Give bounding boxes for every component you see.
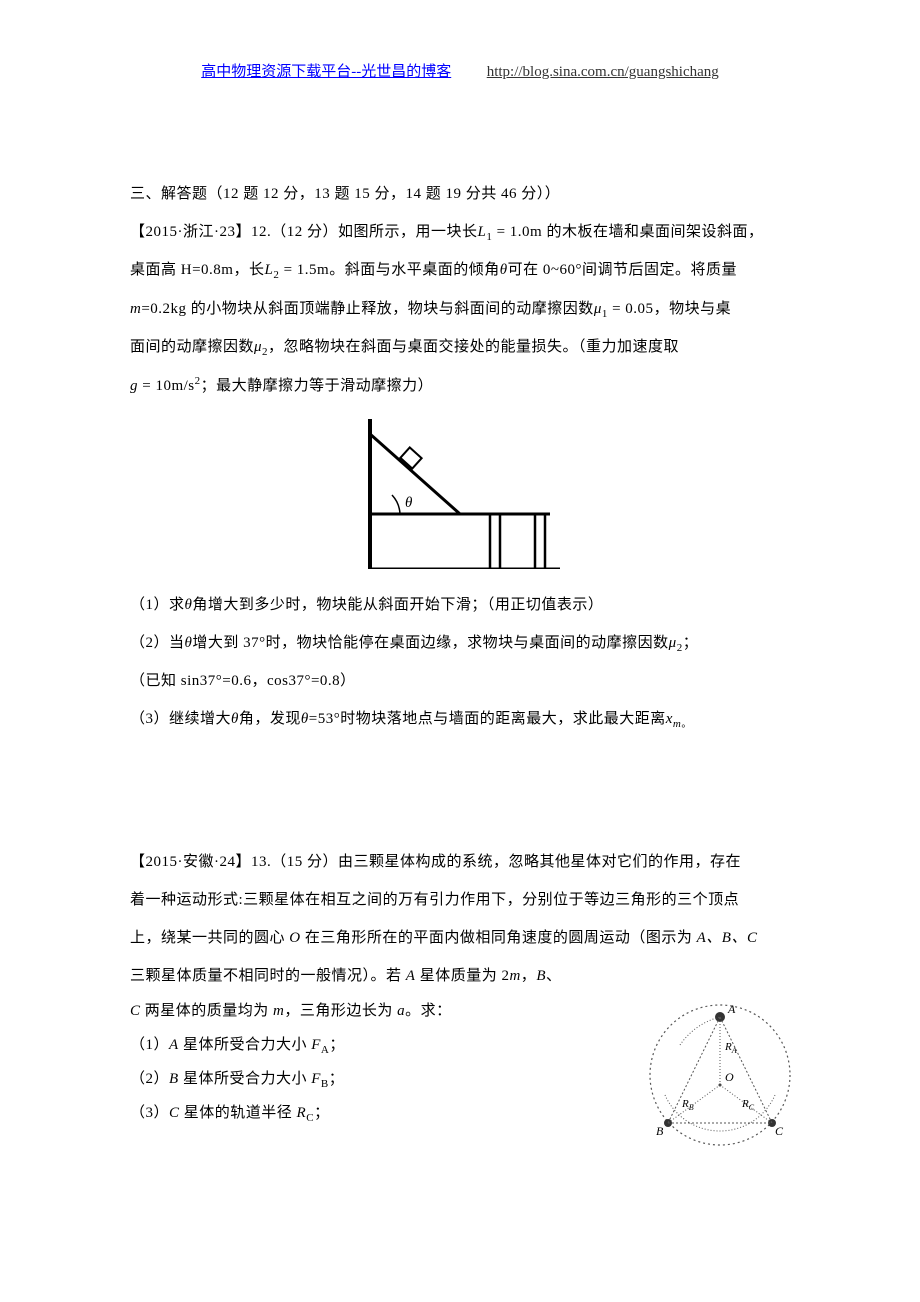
q12-line2a: 桌面高 H=0.8m，长 bbox=[130, 262, 264, 278]
q12-line4: 面间的动摩擦因数μ2，忽略物块在斜面与桌面交接处的能量损失。（重力加速度取 bbox=[130, 329, 790, 365]
section3-title: 三、解答题（12 题 12 分，13 题 15 分，14 题 19 分共 46 … bbox=[130, 176, 790, 212]
q12-line2: 桌面高 H=0.8m，长L2 = 1.5m。斜面与水平桌面的倾角θ可在 0~60… bbox=[130, 252, 790, 288]
header-blog-link[interactable]: 高中物理资源下载平台--光世昌的博客 bbox=[201, 64, 451, 80]
q12-fig-theta: θ bbox=[405, 495, 413, 511]
q12-L1-val: = 1.0m bbox=[492, 224, 542, 240]
q12-gval: = 10m/s bbox=[138, 378, 195, 394]
q12-sub2c: ； bbox=[683, 635, 699, 651]
header-url-link[interactable]: http://blog.sina.com.cn/guangshichang bbox=[487, 64, 719, 80]
q13-sub3-R-sub: C bbox=[306, 1112, 314, 1124]
q12-line2b: 。斜面与水平桌面的倾角 bbox=[329, 262, 500, 278]
q13-O: O bbox=[289, 930, 300, 946]
q12-line3b: =0.2kg 的小物块从斜面顶端静止释放，物块与斜面间的动摩擦因数 bbox=[141, 301, 593, 317]
q13-line1: 【2015·安徽·24】13.（15 分）由三颗星体构成的系统，忽略其他星体对它… bbox=[130, 844, 790, 880]
q13-figure: A B C O RA RB RC bbox=[640, 995, 800, 1155]
q12-sub2: （2）当θ增大到 37°时，物块恰能停在桌面边缘，求物块与桌面间的动摩擦因数μ2… bbox=[130, 625, 790, 661]
q13-sub2-B: B bbox=[169, 1071, 179, 1087]
q13-A: A bbox=[406, 968, 416, 984]
q12-L2-val: = 1.5m bbox=[279, 262, 329, 278]
q13-sub3b: 星体的轨道半径 bbox=[180, 1105, 297, 1121]
q13-line5b: 两星体的质量均为 bbox=[141, 1003, 274, 1019]
q12-sub1b: 角增大到多少时，物块能从斜面开始下滑；（用正切值表示） bbox=[192, 597, 603, 613]
q13-sub2a: （2） bbox=[130, 1071, 169, 1087]
q13-sub1c: ； bbox=[329, 1037, 345, 1053]
q13-sub2-F-sub: B bbox=[321, 1078, 329, 1090]
q13-sub3a: （3） bbox=[130, 1105, 169, 1121]
q12-sub3a: （3）继续增大 bbox=[130, 711, 231, 727]
q13-line3: 上，绕某一共同的圆心 O 在三角形所在的平面内做相同角速度的圆周运动（图示为 A… bbox=[130, 920, 790, 956]
q12-line3c: ，物块与桌 bbox=[654, 301, 732, 317]
q13-line4a: 三颗星体质量不相同时的一般情况）。若 bbox=[130, 968, 406, 984]
q12-sub1: （1）求θ角增大到多少时，物块能从斜面开始下滑；（用正切值表示） bbox=[130, 587, 790, 623]
q13-m: m bbox=[509, 968, 520, 984]
q12-tag: 【2015·浙江·23】12.（12 分）如图所示，用一块长 bbox=[130, 224, 478, 240]
q12-mu2: μ bbox=[254, 339, 262, 355]
svg-text:A: A bbox=[727, 1002, 736, 1016]
q13-line5a: C bbox=[130, 1003, 141, 1019]
q13-sub1-A: A bbox=[169, 1037, 179, 1053]
svg-text:RA: RA bbox=[724, 1041, 737, 1055]
q13-m2: m bbox=[273, 1003, 284, 1019]
q13-line2: 着一种运动形式:三颗星体在相互之间的万有引力作用下，分别位于等边三角形的三个顶点 bbox=[130, 882, 790, 918]
q12-m: m bbox=[130, 301, 141, 317]
q12-sub1a: （1）求 bbox=[130, 597, 185, 613]
svg-text:O: O bbox=[725, 1070, 734, 1084]
q13-line4: 三颗星体质量不相同时的一般情况）。若 A 星体质量为 2m，B、 bbox=[130, 958, 790, 994]
q12-line1-after: 的木板在墙和桌面间架设斜面， bbox=[542, 224, 763, 240]
svg-text:RB: RB bbox=[681, 1098, 694, 1112]
q13-ABC: A、B、C bbox=[697, 930, 758, 946]
q13-line5c: ，三角形边长为 bbox=[284, 1003, 397, 1019]
q13-sub1-F: F bbox=[311, 1037, 321, 1053]
q12-sub3-theta2: θ bbox=[301, 711, 309, 727]
page-header: 高中物理资源下载平台--光世昌的博客 http://blog.sina.com.… bbox=[130, 60, 790, 81]
q12-g: g bbox=[130, 378, 138, 394]
q12-figure: θ bbox=[350, 419, 570, 569]
q12-line4a: 面间的动摩擦因数 bbox=[130, 339, 254, 355]
q12-sub2-note: （已知 sin37°=0.6，cos37°=0.8） bbox=[130, 663, 790, 699]
q13-sub2-F: F bbox=[311, 1071, 321, 1087]
q12-line3: m=0.2kg 的小物块从斜面顶端静止释放，物块与斜面间的动摩擦因数μ1 = 0… bbox=[130, 291, 790, 327]
q13-line4b: 星体质量为 2 bbox=[415, 968, 509, 984]
document-body: 三、解答题（12 题 12 分，13 题 15 分，14 题 19 分共 46 … bbox=[130, 176, 790, 1130]
q13-sub2c: ； bbox=[329, 1071, 345, 1087]
q12-mu1-val: = 0.05 bbox=[608, 301, 654, 317]
q13-line4c: ， bbox=[521, 968, 537, 984]
q13-sub1a: （1） bbox=[130, 1037, 169, 1053]
q13-sub3c: ； bbox=[314, 1105, 330, 1121]
q12-mu1: μ bbox=[594, 301, 602, 317]
q12-line2c: 可在 0~60°间调节后固定。将质量 bbox=[508, 262, 737, 278]
q12-sub3c: =53°时物块落地点与墙面的距离最大，求此最大距离 bbox=[309, 711, 666, 727]
svg-text:RC: RC bbox=[741, 1098, 755, 1112]
q13-a2: a bbox=[397, 1003, 405, 1019]
q12-sub3-theta1: θ bbox=[231, 711, 239, 727]
q13-line5d: 。求： bbox=[405, 1003, 452, 1019]
q12-sub3d: 。 bbox=[681, 719, 692, 730]
q12-line5b: ；最大静摩擦力等于滑动摩擦力） bbox=[201, 378, 434, 394]
q12-sub3b: 角，发现 bbox=[239, 711, 301, 727]
q13-line3a: 上，绕某一共同的圆心 bbox=[130, 930, 289, 946]
q12-sub2b: 增大到 37°时，物块恰能停在桌面边缘，求物块与桌面间的动摩擦因数 bbox=[192, 635, 668, 651]
q13-sub1b: 星体所受合力大小 bbox=[179, 1037, 312, 1053]
q13-sub3-R: R bbox=[297, 1105, 307, 1121]
q12-line5: g = 10m/s2；最大静摩擦力等于滑动摩擦力） bbox=[130, 368, 790, 404]
q12-L2: L bbox=[264, 262, 273, 278]
q13-sub3-C: C bbox=[169, 1105, 180, 1121]
q12-theta1: θ bbox=[500, 262, 508, 278]
svg-text:C: C bbox=[775, 1124, 784, 1138]
q12-sub3: （3）继续增大θ角，发现θ=53°时物块落地点与墙面的距离最大，求此最大距离xm… bbox=[130, 701, 790, 737]
svg-text:B: B bbox=[656, 1124, 664, 1138]
q13-B: B bbox=[536, 968, 546, 984]
q13-line4d: 、 bbox=[546, 968, 562, 984]
q12-line1: 【2015·浙江·23】12.（12 分）如图所示，用一块长L1 = 1.0m … bbox=[130, 214, 790, 250]
q12-line4b: ，忽略物块在斜面与桌面交接处的能量损失。（重力加速度取 bbox=[268, 339, 679, 355]
q13-sub2b: 星体所受合力大小 bbox=[179, 1071, 312, 1087]
q12-sub2-mu: μ bbox=[669, 635, 677, 651]
q12-sub2a: （2）当 bbox=[130, 635, 185, 651]
q13-line3b: 在三角形所在的平面内做相同角速度的圆周运动（图示为 bbox=[301, 930, 697, 946]
q12-sub3-x: x bbox=[666, 711, 673, 727]
